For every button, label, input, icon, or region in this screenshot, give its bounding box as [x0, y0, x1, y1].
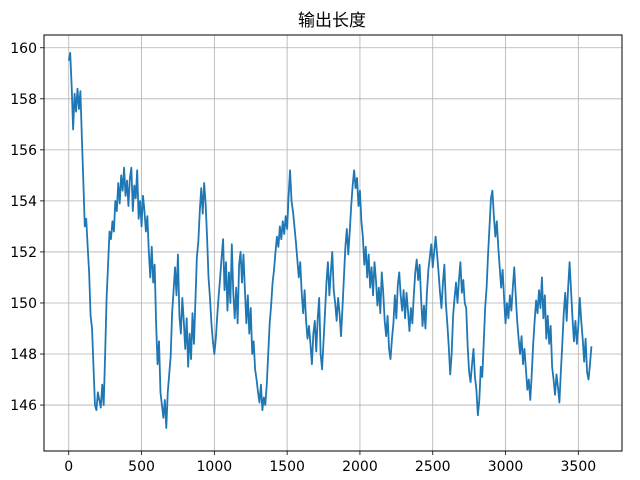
x-tick-label: 1500 — [269, 459, 305, 475]
x-tick-label: 3000 — [488, 459, 524, 475]
y-tick-label: 150 — [10, 296, 37, 312]
x-tick-label: 2500 — [415, 459, 451, 475]
x-tick-label: 2000 — [342, 459, 378, 475]
series-line — [67, 51, 593, 429]
x-tick-label: 500 — [128, 459, 155, 475]
y-tick-label: 156 — [10, 143, 37, 159]
x-tick-label: 0 — [64, 459, 73, 475]
y-tick-label: 152 — [10, 245, 37, 261]
x-tick-label: 1000 — [197, 459, 233, 475]
y-tick-label: 154 — [10, 194, 37, 210]
series-layer — [67, 51, 593, 429]
y-tick-label: 148 — [10, 347, 37, 363]
chart-title: 输出长度 — [298, 11, 366, 31]
axes: 0 500 1000 1500 2000 2500 3000 3500 146 148 150 152… — [10, 41, 596, 475]
y-tick-label: 146 — [10, 398, 37, 414]
x-tick-label: 3500 — [561, 459, 597, 475]
plot-frame — [43, 34, 623, 452]
y-tick-label: 158 — [10, 92, 37, 108]
y-tick-label: 160 — [10, 41, 37, 57]
